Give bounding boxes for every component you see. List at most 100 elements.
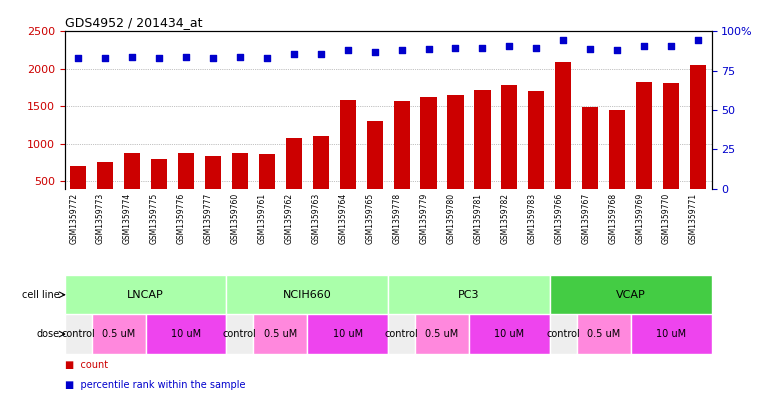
Bar bbox=[285, 138, 302, 219]
Text: control: control bbox=[546, 329, 580, 339]
Point bbox=[72, 55, 84, 62]
Point bbox=[450, 45, 462, 51]
Bar bbox=[124, 153, 140, 219]
Bar bbox=[227, 314, 253, 354]
Bar bbox=[65, 314, 91, 354]
Bar bbox=[253, 314, 307, 354]
Point bbox=[261, 55, 273, 61]
Bar bbox=[97, 162, 113, 219]
Text: dose: dose bbox=[37, 329, 59, 339]
Point bbox=[207, 55, 219, 61]
Point bbox=[314, 51, 326, 57]
Point bbox=[503, 43, 515, 50]
Point bbox=[611, 47, 623, 53]
Text: GSM1359768: GSM1359768 bbox=[608, 193, 617, 244]
Bar bbox=[631, 314, 712, 354]
Text: control: control bbox=[223, 329, 256, 339]
Text: 10 uM: 10 uM bbox=[495, 329, 524, 339]
Bar bbox=[388, 275, 550, 314]
Text: ■  percentile rank within the sample: ■ percentile rank within the sample bbox=[65, 380, 245, 390]
Bar bbox=[259, 154, 275, 219]
Text: 0.5 uM: 0.5 uM bbox=[102, 329, 135, 339]
Text: control: control bbox=[62, 329, 95, 339]
Text: GDS4952 / 201434_at: GDS4952 / 201434_at bbox=[65, 16, 202, 29]
Text: ■  count: ■ count bbox=[65, 360, 108, 371]
Text: GSM1359775: GSM1359775 bbox=[150, 193, 159, 244]
Text: GSM1359777: GSM1359777 bbox=[204, 193, 213, 244]
Text: GSM1359773: GSM1359773 bbox=[96, 193, 105, 244]
Text: control: control bbox=[385, 329, 419, 339]
Text: PC3: PC3 bbox=[458, 290, 479, 300]
Point bbox=[396, 47, 408, 53]
Text: GSM1359760: GSM1359760 bbox=[231, 193, 240, 244]
Bar bbox=[145, 314, 227, 354]
Text: cell line: cell line bbox=[21, 290, 59, 300]
Point bbox=[638, 43, 650, 50]
Bar bbox=[70, 166, 86, 219]
Text: GSM1359765: GSM1359765 bbox=[365, 193, 374, 244]
Bar bbox=[227, 275, 388, 314]
Bar bbox=[636, 83, 652, 219]
Point bbox=[342, 47, 354, 53]
Bar bbox=[232, 153, 248, 219]
Text: GSM1359780: GSM1359780 bbox=[447, 193, 456, 244]
Point bbox=[99, 55, 111, 62]
Text: VCAP: VCAP bbox=[616, 290, 645, 300]
Bar bbox=[690, 65, 706, 219]
Text: GSM1359769: GSM1359769 bbox=[635, 193, 644, 244]
Point bbox=[234, 54, 246, 61]
Text: GSM1359764: GSM1359764 bbox=[339, 193, 348, 244]
Bar bbox=[205, 156, 221, 219]
Point bbox=[476, 44, 489, 51]
Bar bbox=[178, 153, 194, 219]
Text: GSM1359776: GSM1359776 bbox=[177, 193, 186, 244]
Point bbox=[530, 45, 543, 51]
Point bbox=[665, 43, 677, 50]
Bar bbox=[65, 275, 227, 314]
Text: GSM1359778: GSM1359778 bbox=[393, 193, 402, 244]
Text: GSM1359782: GSM1359782 bbox=[501, 193, 509, 244]
Text: NCIH660: NCIH660 bbox=[283, 290, 332, 300]
Bar bbox=[339, 100, 356, 219]
Point bbox=[153, 55, 165, 61]
Point bbox=[126, 54, 139, 61]
Bar bbox=[501, 85, 517, 219]
Bar bbox=[393, 101, 409, 219]
Text: 10 uM: 10 uM bbox=[333, 329, 363, 339]
Bar bbox=[388, 314, 415, 354]
Bar bbox=[609, 110, 626, 219]
Bar bbox=[421, 97, 437, 219]
Bar bbox=[415, 314, 469, 354]
Text: 0.5 uM: 0.5 uM bbox=[587, 329, 620, 339]
Text: LNCAP: LNCAP bbox=[127, 290, 164, 300]
Bar bbox=[556, 62, 572, 219]
Point bbox=[288, 51, 300, 57]
Text: 10 uM: 10 uM bbox=[171, 329, 201, 339]
Bar bbox=[469, 314, 550, 354]
Bar bbox=[550, 275, 712, 314]
Text: 0.5 uM: 0.5 uM bbox=[263, 329, 297, 339]
Text: GSM1359770: GSM1359770 bbox=[662, 193, 671, 244]
Text: GSM1359781: GSM1359781 bbox=[473, 193, 482, 244]
Point bbox=[584, 46, 597, 52]
Bar bbox=[663, 83, 679, 219]
Bar bbox=[582, 107, 598, 219]
Text: GSM1359783: GSM1359783 bbox=[527, 193, 537, 244]
Text: GSM1359774: GSM1359774 bbox=[123, 193, 132, 244]
Point bbox=[180, 54, 192, 61]
Text: GSM1359767: GSM1359767 bbox=[581, 193, 591, 244]
Text: GSM1359762: GSM1359762 bbox=[285, 193, 294, 244]
Point bbox=[422, 46, 435, 52]
Text: 0.5 uM: 0.5 uM bbox=[425, 329, 459, 339]
Bar bbox=[577, 314, 631, 354]
Bar bbox=[367, 121, 383, 219]
Point bbox=[692, 37, 704, 43]
Text: GSM1359761: GSM1359761 bbox=[258, 193, 267, 244]
Bar bbox=[307, 314, 388, 354]
Bar bbox=[313, 136, 329, 219]
Bar bbox=[91, 314, 145, 354]
Text: GSM1359772: GSM1359772 bbox=[69, 193, 78, 244]
Text: GSM1359771: GSM1359771 bbox=[689, 193, 698, 244]
Bar bbox=[151, 160, 167, 219]
Bar bbox=[528, 91, 544, 219]
